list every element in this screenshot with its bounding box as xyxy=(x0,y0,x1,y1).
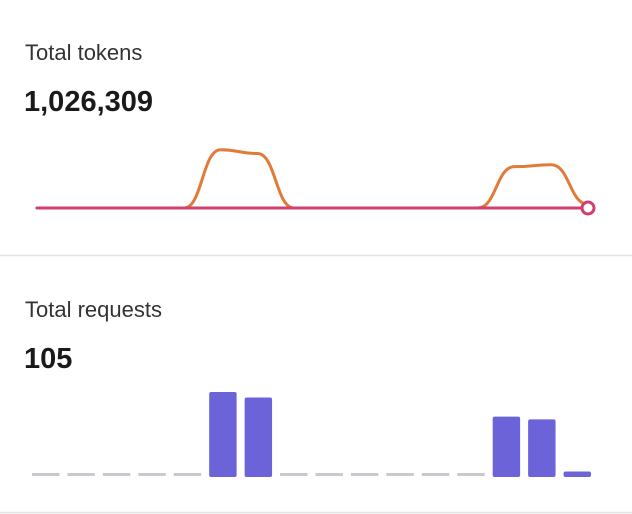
card-title: Total tokens xyxy=(25,40,142,65)
card-total: 105 xyxy=(24,343,72,375)
end-marker xyxy=(580,200,596,216)
empty-bar xyxy=(173,473,202,476)
empty-bar xyxy=(421,473,450,476)
card-total: 1,026,309 xyxy=(24,86,153,118)
empty-bar xyxy=(315,473,343,476)
bar xyxy=(528,419,556,477)
line-series xyxy=(35,148,590,210)
empty-bar xyxy=(386,473,414,476)
bar xyxy=(492,416,521,477)
bar xyxy=(209,392,237,477)
empty-bar xyxy=(102,473,131,476)
empty-bar xyxy=(67,473,95,476)
empty-bar xyxy=(280,473,308,476)
empty-bar xyxy=(32,473,60,476)
empty-bar xyxy=(350,473,379,476)
empty-bar xyxy=(138,473,166,476)
card-title: Total requests xyxy=(25,297,162,322)
bar xyxy=(563,471,591,477)
bar xyxy=(244,397,273,477)
empty-bar xyxy=(457,473,485,476)
